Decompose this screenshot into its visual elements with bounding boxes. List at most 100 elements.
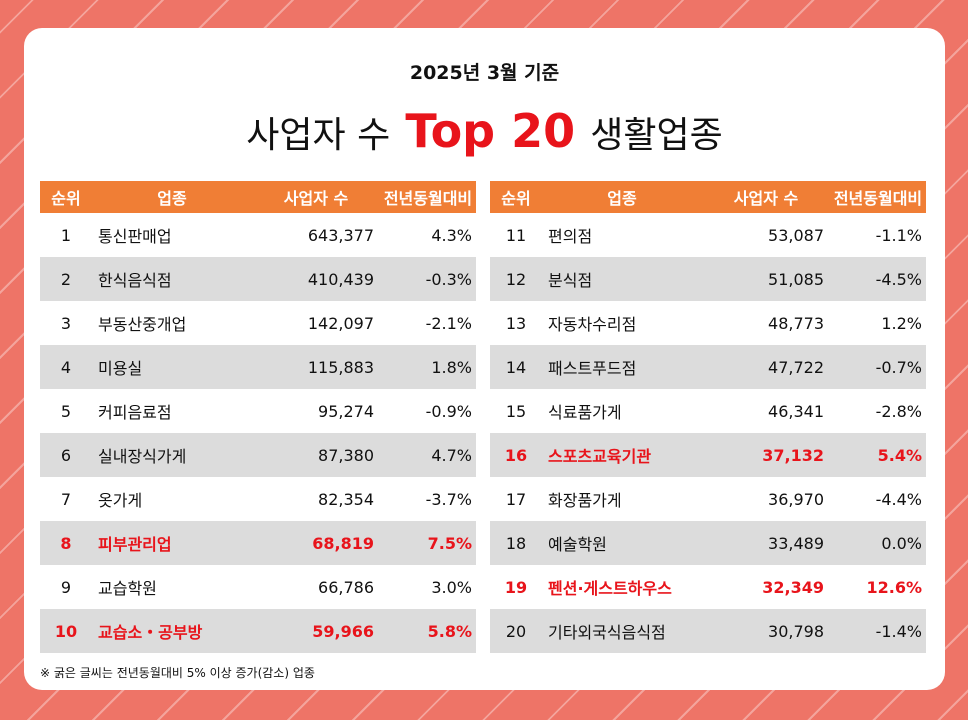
name-cell: 펜션·게스트하우스 [548, 579, 672, 598]
name-cell: 편의점 [548, 227, 593, 246]
table-row: 17 화장품가게 36,970 -4.4% [490, 477, 926, 521]
rank-cell: 4 [40, 345, 92, 389]
table-row: 6 실내장식가게 87,380 4.7% [40, 433, 476, 477]
count-cell: 643,377 [307, 225, 374, 245]
title-prefix: 사업자 수 [246, 115, 391, 156]
name-cell: 식료품가게 [548, 403, 622, 422]
rank-cell: 9 [60, 577, 72, 597]
rank-cell: 8 [40, 521, 92, 565]
table-row: 20 기타외국식음식점 30,798 -1.4% [490, 609, 926, 653]
name-cell: 옷가게 [98, 491, 143, 510]
change-cell: -0.3% [380, 257, 476, 301]
count-cell: 48,773 [768, 313, 824, 333]
count-cell: 30,798 [702, 609, 830, 653]
column-header-count: 사업자 수 [702, 181, 830, 213]
table-row: 5 커피음료점 95,274 -0.9% [40, 389, 476, 433]
table-row: 19 펜션·게스트하우스 32,349 12.6% [490, 565, 926, 609]
rank-cell: 13 [505, 313, 527, 333]
count-cell: 37,132 [702, 433, 830, 477]
table-row: 3 부동산중개업 142,097 -2.1% [40, 301, 476, 345]
count-cell: 51,085 [702, 257, 830, 301]
count-cell: 95,274 [318, 401, 374, 421]
change-cell: -0.7% [830, 345, 926, 389]
change-cell: 7.5% [380, 521, 476, 565]
count-cell: 142,097 [307, 313, 374, 333]
rank-cell: 7 [60, 489, 72, 509]
change-cell: -3.7% [425, 489, 472, 509]
change-cell: 0.0% [830, 521, 926, 565]
change-cell: 1.8% [380, 345, 476, 389]
name-cell: 패스트푸드점 [542, 345, 702, 389]
table-row: 7 옷가게 82,354 -3.7% [40, 477, 476, 521]
change-cell: 3.0% [431, 577, 472, 597]
count-cell: 36,970 [768, 489, 824, 509]
count-cell: 82,354 [318, 489, 374, 509]
count-cell: 32,349 [762, 577, 824, 597]
title-highlight: Top 20 [405, 104, 576, 158]
name-cell: 교습학원 [98, 579, 157, 598]
count-cell: 115,883 [252, 345, 380, 389]
rank-cell: 16 [490, 433, 542, 477]
table-row: 13 자동차수리점 48,773 1.2% [490, 301, 926, 345]
column-header-count: 사업자 수 [252, 181, 380, 213]
rank-cell: 10 [40, 609, 92, 653]
title-suffix: 생활업종 [590, 115, 723, 156]
ranking-table-left: 순위 업종 사업자 수 전년동월대비 1 통신판매업 643,377 4.3% 2 한식음… [40, 181, 476, 653]
name-cell: 한식음식점 [92, 257, 252, 301]
table-row: 9 교습학원 66,786 3.0% [40, 565, 476, 609]
count-cell: 410,439 [252, 257, 380, 301]
table-row: 14 패스트푸드점 47,722 -0.7% [490, 345, 926, 389]
rank-cell: 14 [490, 345, 542, 389]
rank-cell: 5 [60, 401, 72, 421]
change-cell: -1.1% [875, 225, 922, 245]
table-row: 11 편의점 53,087 -1.1% [490, 213, 926, 257]
footnote: ※ 굵은 글씨는 전년동월대비 5% 이상 증가(감소) 업종 [40, 666, 315, 680]
count-cell: 47,722 [702, 345, 830, 389]
change-cell: -0.9% [425, 401, 472, 421]
change-cell: 12.6% [866, 577, 922, 597]
name-cell: 예술학원 [542, 521, 702, 565]
name-cell: 미용실 [92, 345, 252, 389]
name-cell: 통신판매업 [98, 227, 172, 246]
infographic-card: 2025년 3월 기준 사업자 수 Top 20 생활업종 순위 업종 사업자 … [24, 28, 945, 690]
count-cell: 66,786 [318, 577, 374, 597]
name-cell: 커피음료점 [98, 403, 172, 422]
count-cell: 68,819 [252, 521, 380, 565]
change-cell: -4.4% [875, 489, 922, 509]
name-cell: 피부관리업 [92, 521, 252, 565]
table-header: 순위 업종 사업자 수 전년동월대비 [40, 181, 476, 213]
change-cell: -2.8% [875, 401, 922, 421]
table-row: 18 예술학원 33,489 0.0% [490, 521, 926, 565]
change-cell: -4.5% [830, 257, 926, 301]
table-row: 12 분식점 51,085 -4.5% [490, 257, 926, 301]
change-cell: 1.2% [881, 313, 922, 333]
page-title: 사업자 수 Top 20 생활업종 [24, 104, 945, 158]
change-cell: -2.1% [425, 313, 472, 333]
column-header-rank: 순위 [490, 181, 542, 213]
table-row: 8 피부관리업 68,819 7.5% [40, 521, 476, 565]
change-cell: 4.7% [380, 433, 476, 477]
table-row: 15 식료품가게 46,341 -2.8% [490, 389, 926, 433]
subtitle: 2025년 3월 기준 [409, 62, 560, 84]
name-cell: 분식점 [542, 257, 702, 301]
ranking-table-right: 순위 업종 사업자 수 전년동월대비 11 편의점 53,087 -1.1% 12 분식점… [490, 181, 926, 653]
table-row: 16 스포츠교육기관 37,132 5.4% [490, 433, 926, 477]
change-cell: -1.4% [830, 609, 926, 653]
column-header-change: 전년동월대비 [830, 181, 926, 213]
rank-cell: 18 [490, 521, 542, 565]
rank-cell: 15 [505, 401, 527, 421]
name-cell: 부동산중개업 [98, 315, 187, 334]
rank-cell: 6 [40, 433, 92, 477]
column-header-rank: 순위 [40, 181, 92, 213]
count-cell: 87,380 [252, 433, 380, 477]
rank-cell: 17 [505, 489, 527, 509]
rank-cell: 1 [60, 225, 72, 245]
name-cell: 화장품가게 [548, 491, 622, 510]
count-cell: 33,489 [702, 521, 830, 565]
change-cell: 5.4% [830, 433, 926, 477]
rank-cell: 2 [40, 257, 92, 301]
table-header: 순위 업종 사업자 수 전년동월대비 [490, 181, 926, 213]
name-cell: 자동차수리점 [548, 315, 637, 334]
table-row: 4 미용실 115,883 1.8% [40, 345, 476, 389]
column-header-name: 업종 [92, 181, 252, 213]
